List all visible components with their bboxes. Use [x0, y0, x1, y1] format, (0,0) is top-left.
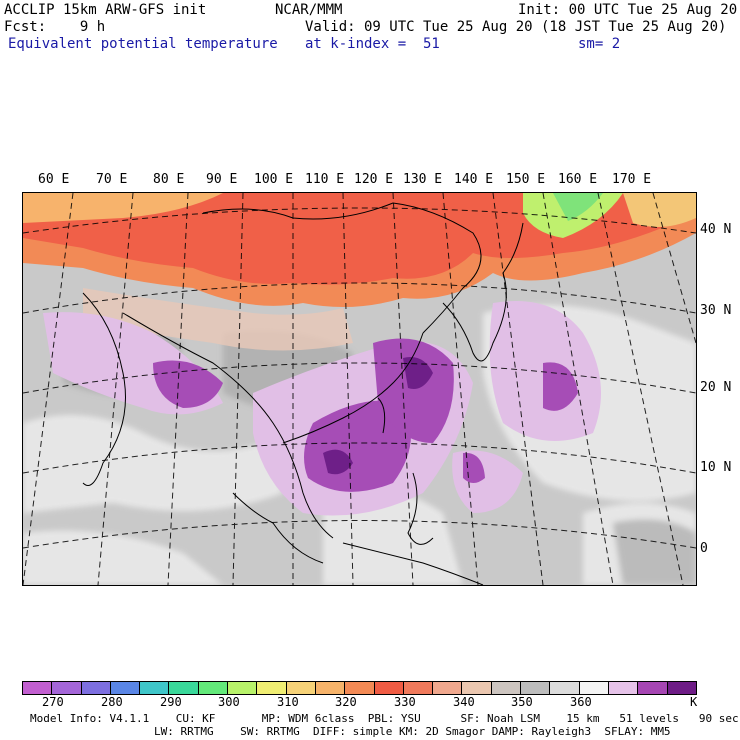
colorbar-swatch [608, 682, 639, 694]
colorbar-swatch [462, 682, 492, 694]
lon-label: 130 E [403, 172, 443, 187]
colorbar [22, 681, 697, 695]
colorbar-swatch [228, 682, 258, 694]
colorbar-swatch [667, 682, 696, 694]
lat-label: 20 N [700, 380, 732, 395]
colorbar-swatch [550, 682, 580, 694]
colorbar-swatch [374, 682, 404, 694]
field-name: Equivalent potential temperature [8, 36, 278, 52]
colorbar-tick: 300 [218, 695, 240, 709]
colorbar-tick: 310 [277, 695, 299, 709]
colorbar-tick: 280 [101, 695, 123, 709]
colorbar-swatch [286, 682, 316, 694]
valid-time: Valid: 09 UTC Tue 25 Aug 20 (18 JST Tue … [305, 19, 727, 35]
colorbar-swatch [140, 682, 170, 694]
lon-label: 170 E [612, 172, 652, 187]
lon-label: 120 E [354, 172, 394, 187]
colorbar-swatch [81, 682, 111, 694]
equivalent-potential-temperature-map [22, 192, 697, 586]
colorbar-tick: 290 [160, 695, 182, 709]
lon-label: 90 E [206, 172, 238, 187]
colorbar-swatch [169, 682, 199, 694]
colorbar-swatch [579, 682, 609, 694]
lat-label: 40 N [700, 222, 732, 237]
colorbar-tick: 320 [335, 695, 357, 709]
lon-label: 70 E [96, 172, 128, 187]
colorbar-swatch [257, 682, 287, 694]
colorbar-swatch [491, 682, 522, 694]
colorbar-swatch [110, 682, 141, 694]
colorbar-swatch [403, 682, 434, 694]
colorbar-swatch [638, 682, 668, 694]
model-title: ACCLIP 15km ARW-GFS init [4, 2, 207, 18]
k-index-label: at k-index = 51 [305, 36, 440, 52]
colorbar-tick: 330 [394, 695, 416, 709]
lat-label: 30 N [700, 303, 732, 318]
colorbar-swatch [345, 682, 375, 694]
lon-label: 100 E [254, 172, 294, 187]
colorbar-tick: 350 [511, 695, 533, 709]
init-time: Init: 00 UTC Tue 25 Aug 20 [518, 2, 738, 18]
colorbar-tick: 270 [42, 695, 64, 709]
lon-label: 150 E [506, 172, 546, 187]
colorbar-tick: 340 [453, 695, 475, 709]
model-info-line2: LW: RRTMG SW: RRTMG DIFF: simple KM: 2D … [154, 725, 671, 738]
model-info-line1: Model Info: V4.1.1 CU: KF MP: WDM 6class… [30, 712, 739, 725]
colorbar-swatch [198, 682, 229, 694]
colorbar-unit: K [690, 695, 698, 709]
colorbar-swatch [521, 682, 551, 694]
colorbar-swatch [23, 682, 53, 694]
lon-label: 80 E [153, 172, 185, 187]
lat-label: 10 N [700, 460, 732, 475]
lon-label: 60 E [38, 172, 70, 187]
colorbar-tick: 360 [570, 695, 592, 709]
lon-label: 110 E [305, 172, 345, 187]
colorbar-swatch [52, 682, 82, 694]
organization-label: NCAR/MMM [275, 2, 343, 18]
colorbar-swatch [433, 682, 463, 694]
lon-label: 140 E [454, 172, 494, 187]
lon-label: 160 E [558, 172, 598, 187]
forecast-hour: Fcst: 9 h [4, 19, 106, 35]
lat-label: 0 [700, 541, 708, 556]
colorbar-swatch [315, 682, 346, 694]
smoothing-label: sm= 2 [578, 36, 621, 52]
